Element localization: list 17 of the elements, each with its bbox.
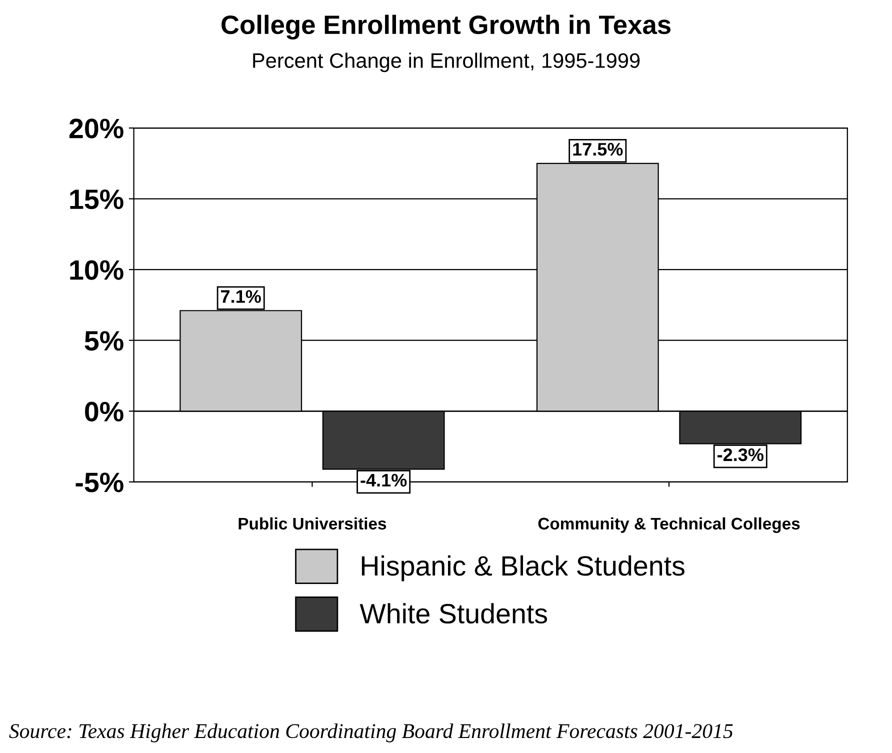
y-tick-label: 15% [70,190,124,210]
y-tick-label: 0% [85,402,124,422]
y-tick-label: 5% [84,331,124,351]
source-note: Source: Texas Higher Education Coordinating Board Enrollment Forecasts 2001-2015 [9,723,733,742]
data-label: -2.3% [717,448,764,462]
y-tick-label: 20% [69,118,124,138]
data-label: 17.5% [573,142,623,156]
legend-label: Hispanic & Black Students [362,555,684,582]
legend-label: White Students [360,603,548,624]
chart-subtitle: Percent Change in Enrollment, 1995-1999 [253,52,640,72]
x-tick-label: Community & Technical Colleges [538,517,800,533]
y-tick-label: -5% [76,472,124,492]
y-tick-label: 10% [70,260,124,280]
data-label: -4.1% [360,474,407,487]
data-label: 7.1% [221,290,261,303]
x-tick-label: Public Universities [238,517,386,530]
chart-title: College Enrollment Growth in Texas [222,14,670,40]
